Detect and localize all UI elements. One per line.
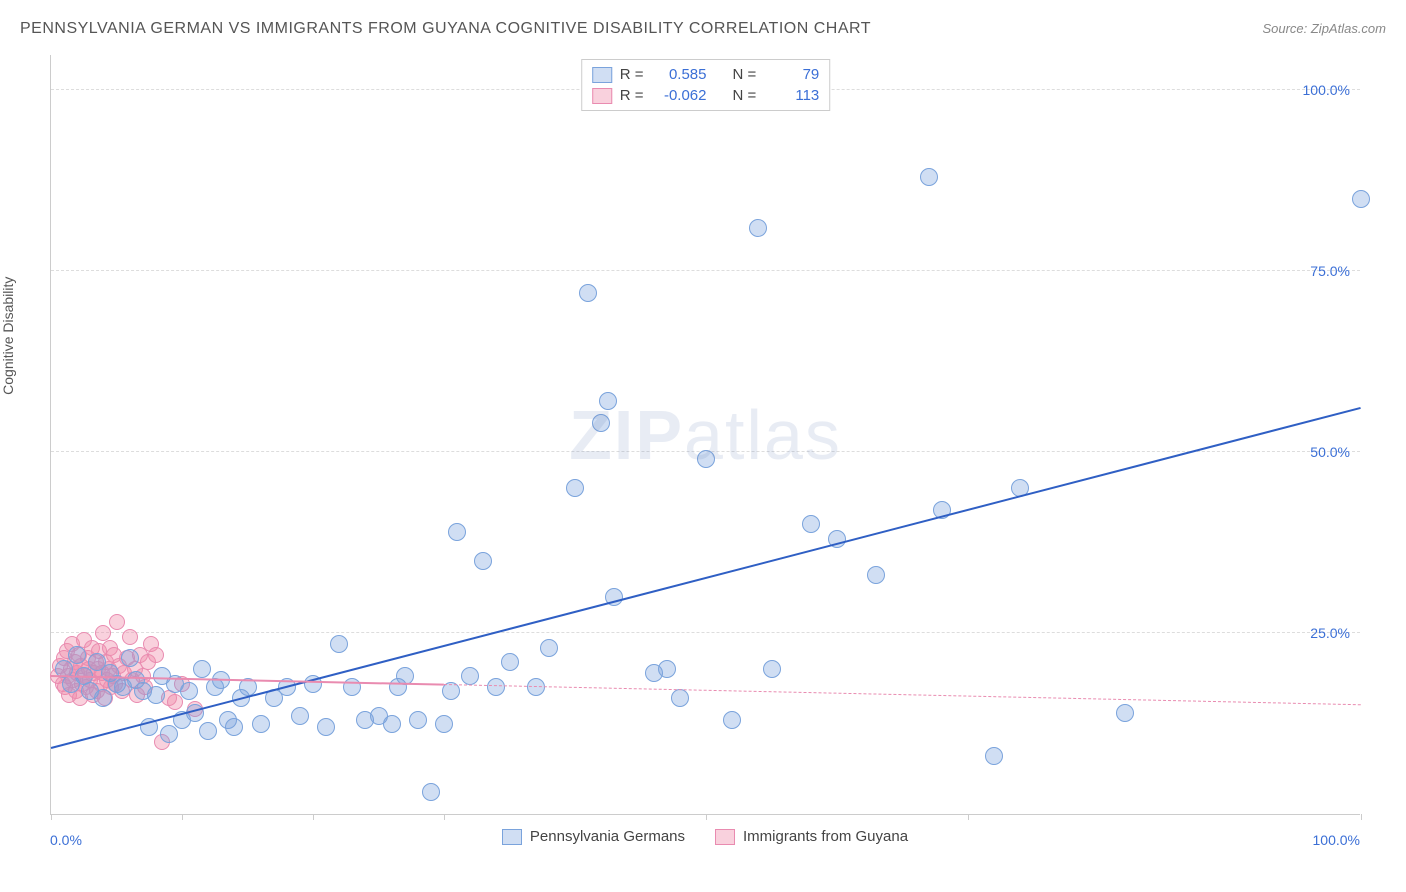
data-point-b (122, 629, 138, 645)
data-point-a (291, 707, 309, 725)
legend-row-series-b: R = -0.062 N = 113 (592, 85, 820, 106)
data-point-a (409, 711, 427, 729)
r-label-b: R = (620, 87, 644, 104)
series-a-name: Pennsylvania Germans (530, 828, 685, 845)
legend-row-series-a: R = 0.585 N = 79 (592, 64, 820, 85)
data-point-a (1116, 704, 1134, 722)
x-tick-mark (444, 814, 445, 820)
data-point-a (422, 783, 440, 801)
swatch-series-b-bottom (715, 829, 735, 845)
data-point-a (579, 284, 597, 302)
data-point-a (723, 711, 741, 729)
data-point-a (461, 667, 479, 685)
chart-title: PENNSYLVANIA GERMAN VS IMMIGRANTS FROM G… (20, 20, 871, 38)
legend-item-series-a: Pennsylvania Germans (502, 828, 685, 845)
data-point-a (435, 715, 453, 733)
data-point-a (68, 646, 86, 664)
y-tick-label: 25.0% (1310, 625, 1350, 641)
data-point-a (94, 689, 112, 707)
source-name: ZipAtlas.com (1311, 21, 1386, 36)
x-axis-min-label: 0.0% (50, 832, 82, 848)
n-value-b: 113 (764, 87, 819, 104)
data-point-a (317, 718, 335, 736)
data-point-a (448, 523, 466, 541)
data-point-a (540, 639, 558, 657)
x-tick-mark (968, 814, 969, 820)
source-attribution: Source: ZipAtlas.com (1262, 20, 1386, 38)
swatch-series-a (592, 67, 612, 83)
y-tick-label: 75.0% (1310, 263, 1350, 279)
data-point-a (252, 715, 270, 733)
data-point-a (802, 515, 820, 533)
x-tick-mark (182, 814, 183, 820)
correlation-legend: R = 0.585 N = 79 R = -0.062 N = 113 (581, 59, 831, 111)
data-point-a (474, 552, 492, 570)
data-point-b (148, 647, 164, 663)
x-tick-mark (313, 814, 314, 820)
data-point-a (985, 747, 1003, 765)
x-tick-mark (1361, 814, 1362, 820)
data-point-a (527, 678, 545, 696)
data-point-a (592, 414, 610, 432)
y-tick-label: 100.0% (1303, 82, 1350, 98)
r-label-a: R = (620, 66, 644, 83)
r-value-a: 0.585 (652, 66, 707, 83)
series-legend: Pennsylvania Germans Immigrants from Guy… (50, 828, 1360, 845)
series-b-name: Immigrants from Guyana (743, 828, 908, 845)
data-point-a (867, 566, 885, 584)
data-point-a (160, 725, 178, 743)
r-value-b: -0.062 (652, 87, 707, 104)
data-point-a (330, 635, 348, 653)
data-point-a (193, 660, 211, 678)
swatch-series-b (592, 88, 612, 104)
data-point-a (225, 718, 243, 736)
data-point-a (1352, 190, 1370, 208)
source-prefix: Source: (1262, 21, 1310, 36)
data-point-a (383, 715, 401, 733)
gridline (51, 632, 1360, 633)
n-value-a: 79 (764, 66, 819, 83)
data-point-a (658, 660, 676, 678)
swatch-series-a-bottom (502, 829, 522, 845)
x-axis-max-label: 100.0% (1313, 832, 1360, 848)
data-point-a (763, 660, 781, 678)
data-point-a (121, 649, 139, 667)
scatter-chart: ZIPatlas R = 0.585 N = 79 R = -0.062 N =… (50, 55, 1360, 815)
data-point-a (749, 219, 767, 237)
data-point-a (920, 168, 938, 186)
n-label-a: N = (733, 66, 757, 83)
data-point-a (599, 392, 617, 410)
data-point-a (199, 722, 217, 740)
data-point-a (147, 686, 165, 704)
data-point-b (109, 614, 125, 630)
gridline (51, 270, 1360, 271)
data-point-a (566, 479, 584, 497)
y-axis-label: Cognitive Disability (0, 277, 16, 395)
watermark-bold: ZIP (569, 396, 684, 474)
data-point-a (697, 450, 715, 468)
n-label-b: N = (733, 87, 757, 104)
data-point-a (180, 682, 198, 700)
trend-line (444, 684, 1361, 705)
data-point-a (501, 653, 519, 671)
x-tick-mark (706, 814, 707, 820)
legend-item-series-b: Immigrants from Guyana (715, 828, 908, 845)
y-tick-label: 50.0% (1310, 444, 1350, 460)
x-tick-mark (51, 814, 52, 820)
data-point-a (671, 689, 689, 707)
data-point-a (487, 678, 505, 696)
